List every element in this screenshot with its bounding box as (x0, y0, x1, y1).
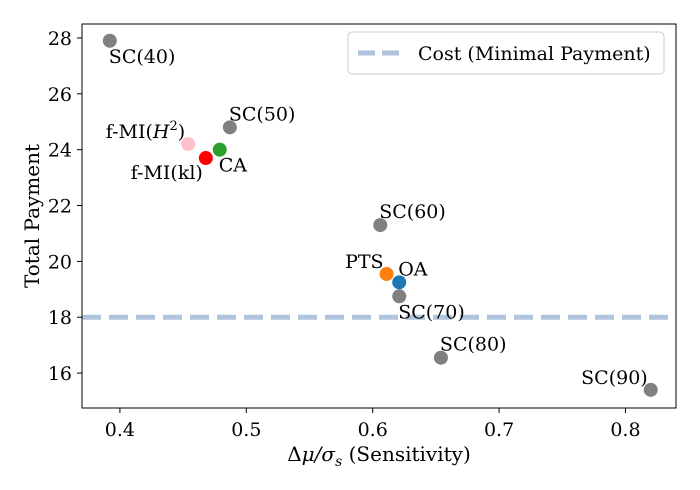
x-tick-label: 0.5 (231, 419, 261, 441)
x-tick-label: 0.4 (105, 419, 135, 441)
y-tick-label: 20 (48, 251, 72, 273)
y-tick-label: 22 (48, 196, 72, 218)
legend-label: Cost (Minimal Payment) (418, 43, 651, 65)
data-label: SC(50) (229, 103, 296, 125)
y-tick-label: 16 (48, 363, 72, 385)
data-label: CA (219, 155, 248, 177)
legend-box (347, 31, 665, 75)
y-tick-label: 26 (48, 84, 72, 106)
data-point-oa (392, 275, 407, 290)
data-label: SC(70) (398, 301, 465, 323)
data-point-sc-80 (433, 350, 448, 365)
data-point-sc-90 (643, 382, 658, 397)
data-point-sc-50 (222, 120, 237, 135)
plot-area: 0.4 0.5 0.6 0.7 0.8 16 18 20 22 24 26 28 Δμ/σs (Sens… (20, 23, 677, 470)
data-point-sc-70 (392, 289, 407, 304)
data-point-sc-40 (102, 33, 117, 48)
data-label: PTS (345, 251, 383, 273)
y-tick-label: 28 (48, 28, 72, 50)
x-tick-label: 0.8 (610, 419, 640, 441)
plot-frame (81, 23, 677, 409)
data-point-sc-60 (373, 218, 388, 233)
y-tick-label: 18 (48, 307, 72, 329)
data-point-f-mi-h-2 (181, 137, 196, 152)
data-label: SC(80) (440, 334, 507, 356)
y-axis-label: Total Payment (20, 144, 44, 288)
data-label: SC(60) (379, 201, 446, 223)
data-label: f-MI(kl) (131, 162, 203, 184)
x-tick-label: 0.7 (484, 419, 514, 441)
data-label: OA (398, 258, 428, 280)
data-label: SC(40) (109, 46, 176, 68)
y-tick-label: 24 (48, 140, 72, 162)
data-point-pts (379, 266, 394, 281)
x-axis-label: Δμ/σs (Sensitivity) (287, 442, 471, 470)
data-label: SC(90) (581, 367, 648, 389)
data-point-ca (212, 142, 227, 157)
data-point-f-mi-kl (198, 151, 213, 166)
x-tick-label: 0.6 (358, 419, 388, 441)
data-label: f-MI(H2) (106, 119, 185, 143)
